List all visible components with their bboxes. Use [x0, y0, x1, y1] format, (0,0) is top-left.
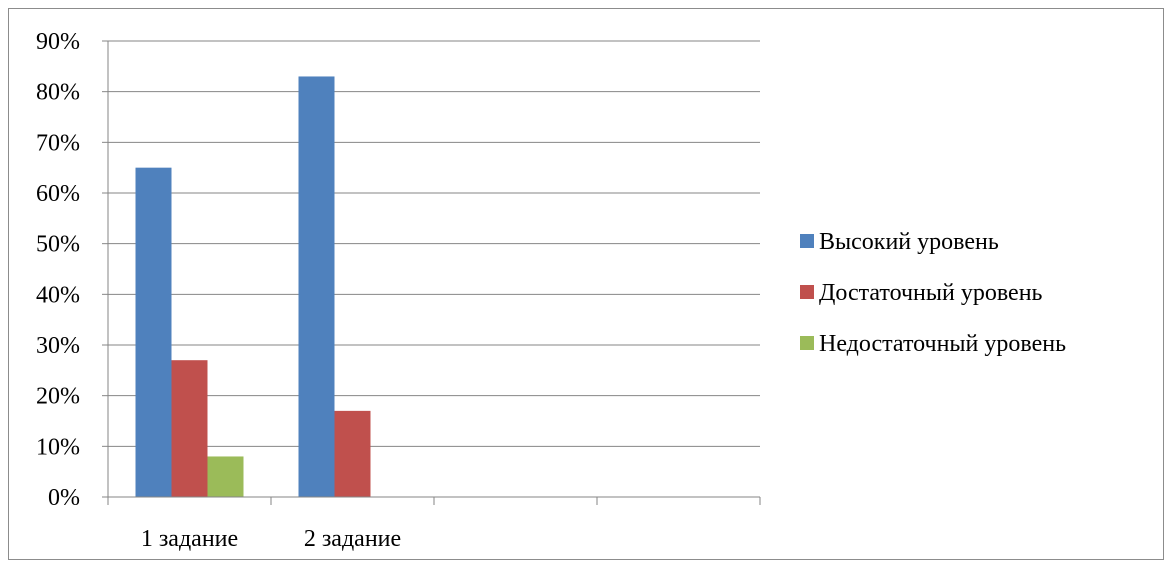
bars [135, 76, 371, 497]
y-tick-label: 30% [36, 333, 80, 359]
legend: Высокий уровень Достаточный уровень Недост… [800, 229, 1066, 357]
y-tick-label: 60% [36, 181, 80, 207]
y-tick-label: 10% [36, 434, 80, 460]
bar [171, 360, 208, 497]
axes [102, 40, 761, 505]
legend-label: Недостаточный уровень [819, 331, 1066, 357]
gridlines [108, 40, 760, 447]
legend-swatch [800, 336, 814, 350]
y-tick-label: 90% [36, 29, 80, 55]
x-tick-label: 1 задание [141, 526, 238, 552]
legend-swatch [800, 285, 814, 299]
y-tick-label: 20% [36, 384, 80, 410]
y-tick-label: 40% [36, 282, 80, 308]
x-tick-labels: 1 задание 2 задание [141, 526, 401, 552]
y-tick-label: 70% [36, 130, 80, 156]
bar [298, 76, 335, 497]
x-tick-label: 2 задание [304, 526, 401, 552]
y-tick-label: 50% [36, 232, 80, 258]
y-tick-label: 80% [36, 80, 80, 106]
y-tick-labels: 0% 10% 20% 30% 40% 50% 60% 70% 80% 90% [36, 29, 80, 511]
bar [334, 410, 371, 497]
legend-label: Высокий уровень [819, 229, 999, 255]
y-tick-label: 0% [48, 485, 80, 511]
legend-swatch [800, 234, 814, 248]
legend-label: Достаточный уровень [819, 280, 1043, 306]
bar [135, 167, 172, 497]
bar [207, 456, 244, 497]
